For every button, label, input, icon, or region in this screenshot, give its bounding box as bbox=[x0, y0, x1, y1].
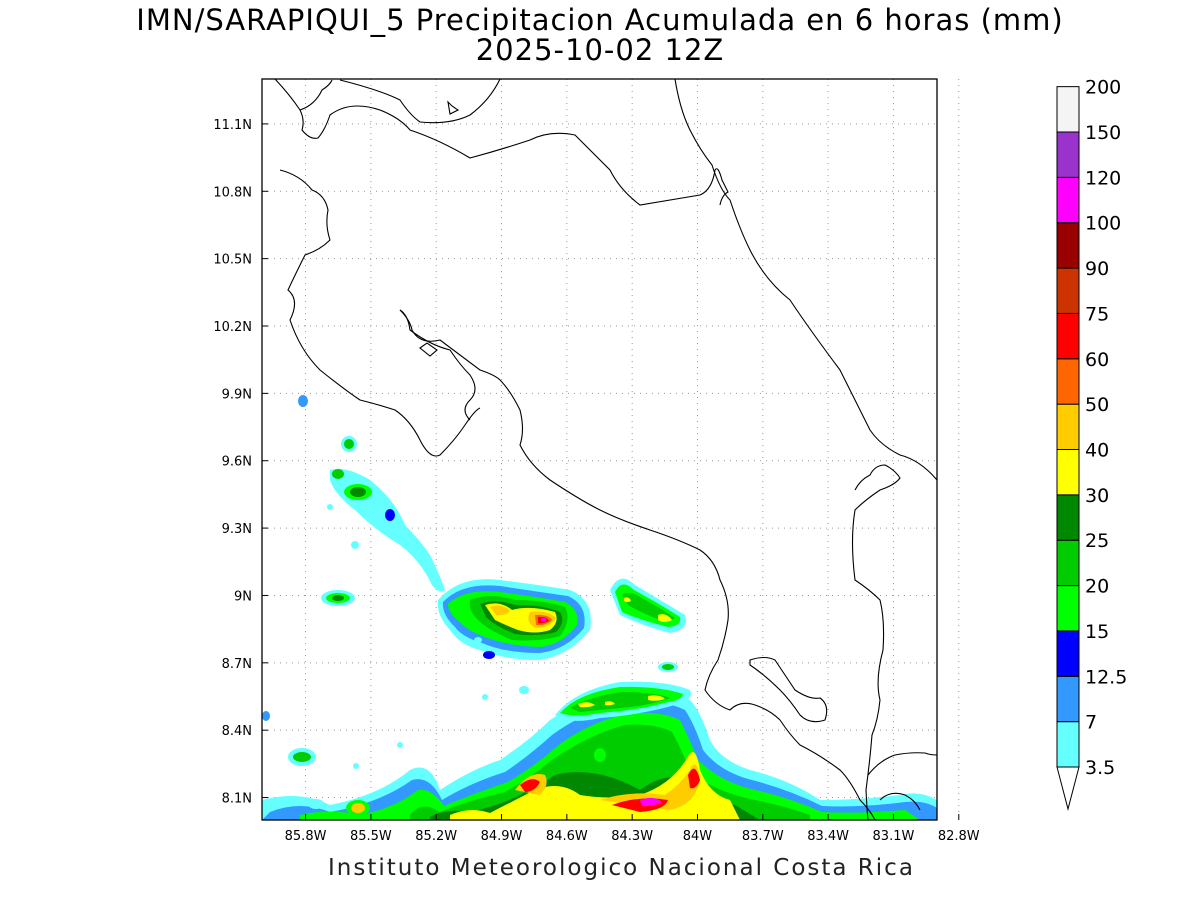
longitude-tick-labels: 85.8W 85.5W 85.2W 84.9W 84.6W 84.3W 84W 83.7W 83… bbox=[285, 829, 980, 844]
colorbar-swatch bbox=[1056, 494, 1080, 541]
coastlines-and-borders bbox=[274, 79, 937, 820]
lon-tick-label: 84.9W bbox=[481, 829, 523, 844]
lat-tick-label: 8.1N bbox=[222, 792, 252, 807]
panama-coast bbox=[867, 752, 937, 776]
lake-nicaragua-shore bbox=[339, 79, 501, 124]
colorbar-level-label: 50 bbox=[1085, 394, 1109, 416]
latitude-tick-labels: 8.1N 8.4N 8.7N 9N 9.3N 9.6N 9.9N 10.2N 10.5N 10.8… bbox=[213, 118, 252, 807]
colorbar-level-label: 25 bbox=[1085, 530, 1109, 552]
lon-tick-label: 83.7W bbox=[742, 829, 784, 844]
colorbar-level-label: 120 bbox=[1085, 167, 1121, 189]
chart-title: IMN/SARAPIQUI_5 Precipitacion Acumulada … bbox=[136, 3, 1064, 37]
lon-tick-label: 82.8W bbox=[938, 829, 980, 844]
caribbean-coast bbox=[674, 79, 937, 481]
colorbar-level-label: 200 bbox=[1085, 77, 1121, 99]
colorbar-level-label: 3.5 bbox=[1085, 757, 1115, 779]
colorbar-level-label: 100 bbox=[1085, 213, 1121, 235]
colorbar-swatch bbox=[1056, 585, 1080, 632]
lat-tick-label: 8.4N bbox=[222, 724, 252, 739]
colorbar-swatch bbox=[1056, 403, 1080, 450]
nicaragua-border bbox=[274, 79, 333, 111]
colorbar-level-label: 40 bbox=[1085, 440, 1109, 462]
lat-tick-label: 10.5N bbox=[213, 253, 252, 268]
lat-tick-label: 9.6N bbox=[222, 455, 252, 470]
lat-tick-label: 10.2N bbox=[213, 320, 252, 335]
nicoya-gulf bbox=[399, 309, 876, 820]
colorbar-legend: 3.5 7 12.5 15 20 25 30 40 50 60 75 90 100 120 150 200 bbox=[1056, 77, 1127, 811]
lat-tick-label: 9.9N bbox=[222, 387, 252, 402]
colorbar-level-label: 60 bbox=[1085, 349, 1109, 371]
colorbar-arrow-bottom bbox=[1056, 766, 1080, 811]
colorbar-swatch bbox=[1056, 86, 1080, 133]
lon-tick-label: 85.2W bbox=[415, 829, 457, 844]
colorbar-swatch bbox=[1056, 721, 1080, 768]
lake-island bbox=[447, 100, 460, 115]
colorbar-swatch bbox=[1056, 131, 1080, 178]
colorbar-level-label: 7 bbox=[1085, 712, 1097, 734]
nicoya-gulf-upper bbox=[399, 309, 476, 421]
precipitation-field bbox=[262, 395, 937, 820]
lat-tick-label: 10.8N bbox=[213, 185, 252, 200]
colorbar-swatch bbox=[1056, 267, 1080, 314]
colorbar-level-label: 90 bbox=[1085, 258, 1109, 280]
island bbox=[419, 342, 438, 357]
colorbar-level-label: 75 bbox=[1085, 303, 1109, 325]
north-border-costa-rica bbox=[299, 105, 729, 206]
lon-tick-label: 83.4W bbox=[807, 829, 849, 844]
golfito-panama-border bbox=[851, 464, 901, 820]
lat-tick-label: 9N bbox=[234, 589, 252, 604]
footer-credit: Instituto Meteorologico Nacional Costa R… bbox=[328, 855, 915, 881]
colorbar-swatch bbox=[1056, 675, 1080, 723]
colorbar-swatch bbox=[1056, 539, 1080, 587]
lat-tick-label: 8.7N bbox=[222, 657, 252, 672]
colorbar-level-label: 15 bbox=[1085, 621, 1109, 643]
colorbar-swatch bbox=[1056, 630, 1080, 677]
colorbar-swatch bbox=[1056, 222, 1080, 269]
lon-tick-label: 84W bbox=[683, 829, 713, 844]
lon-tick-label: 84.3W bbox=[611, 829, 653, 844]
lon-tick-label: 85.8W bbox=[285, 829, 327, 844]
colorbar-swatch bbox=[1056, 449, 1080, 496]
lon-tick-label: 85.5W bbox=[350, 829, 392, 844]
precip-band-mid-south bbox=[555, 681, 691, 721]
precip-scattered-cells bbox=[262, 395, 678, 816]
osa-peninsula bbox=[749, 656, 828, 723]
lat-tick-label: 9.3N bbox=[222, 522, 252, 537]
map-frame bbox=[261, 78, 938, 821]
colorbar-swatch bbox=[1056, 176, 1080, 224]
chart-subtitle-date: 2025-10-02 12Z bbox=[475, 33, 725, 67]
lon-tick-label: 83.1W bbox=[873, 829, 915, 844]
burica-point bbox=[879, 792, 921, 811]
colorbar-level-label: 30 bbox=[1085, 485, 1109, 507]
axis-ticks bbox=[262, 123, 960, 820]
colorbar-level-label: 150 bbox=[1085, 122, 1121, 144]
pacific-coast-guanacaste bbox=[279, 169, 481, 457]
precip-band-east bbox=[610, 578, 686, 633]
colorbar-level-label: 20 bbox=[1085, 576, 1109, 598]
lon-tick-label: 84.6W bbox=[546, 829, 588, 844]
colorbar-swatch bbox=[1056, 312, 1080, 360]
colorbar-level-label: 12.5 bbox=[1085, 666, 1127, 688]
colorbar-swatch bbox=[1056, 358, 1080, 405]
lat-tick-label: 11.1N bbox=[213, 118, 252, 133]
